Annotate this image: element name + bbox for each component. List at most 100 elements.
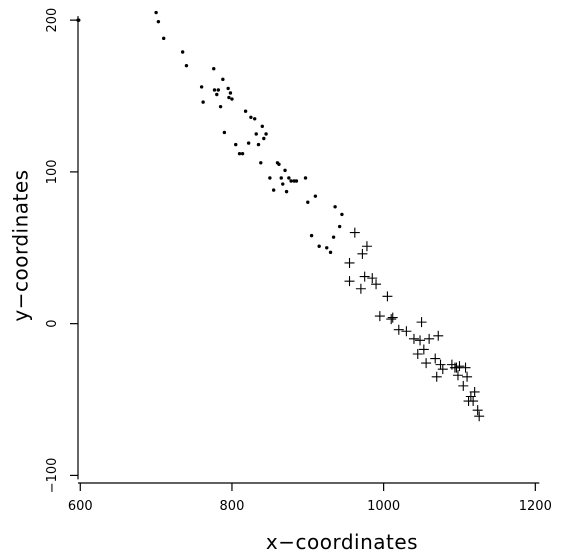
data-point-plus: [458, 380, 469, 391]
data-point-plus: [401, 326, 412, 337]
data-point-dot: [240, 151, 245, 156]
data-point-dot: [154, 10, 158, 15]
data-point-plus: [431, 371, 442, 382]
data-point-dot: [268, 176, 272, 180]
data-point-dot: [277, 162, 281, 167]
axes: [77, 16, 540, 484]
data-point-dot: [331, 235, 336, 239]
data-point-dot: [222, 130, 227, 135]
data-point-plus: [359, 271, 370, 282]
data-point-plus: [435, 359, 446, 370]
data-point-plus: [374, 311, 385, 322]
x-axis-title: x−coordinates: [266, 530, 418, 554]
y-tick-label: 200: [45, 8, 60, 33]
data-point-plus: [344, 257, 355, 268]
data-point-dot: [313, 194, 318, 198]
data-point-dot: [262, 136, 266, 141]
data-point-dot: [212, 67, 216, 71]
data-point-dot: [226, 86, 230, 91]
data-point-dot: [212, 88, 217, 92]
data-point-dot: [256, 142, 261, 147]
data-point-dot: [271, 188, 276, 192]
data-point-dot: [218, 104, 223, 109]
x-tick-label: 1000: [367, 499, 400, 514]
data-point-plus: [468, 396, 479, 407]
data-point-plus: [421, 358, 432, 369]
data-point-dot: [228, 91, 233, 95]
data-point-plus: [472, 405, 483, 416]
data-point-dot: [309, 233, 314, 238]
y-tick-label: −100: [45, 458, 60, 494]
data-point-plus: [371, 279, 382, 290]
data-point-dot: [184, 63, 189, 68]
data-point-plus: [355, 283, 366, 294]
data-point-dot: [249, 115, 253, 119]
data-point-dot: [287, 176, 291, 180]
data-point-dot: [284, 189, 289, 194]
data-point-plus: [412, 349, 423, 360]
data-point-dot: [340, 212, 344, 217]
data-point-plus: [386, 314, 397, 325]
data-point-dot: [337, 224, 342, 229]
data-point-dot: [253, 117, 257, 121]
data-point-dot: [156, 19, 161, 24]
data-point-plus: [393, 324, 404, 335]
data-point-dot: [281, 182, 285, 186]
data-point-plus: [469, 386, 480, 397]
data-point-dot: [306, 200, 310, 204]
data-point-plus: [418, 344, 429, 355]
data-point-plus: [424, 333, 435, 344]
data-point-plus: [344, 276, 355, 287]
x-tick-label: 800: [220, 499, 245, 514]
data-point-dot: [328, 250, 333, 255]
data-point-dot: [259, 161, 263, 165]
data-point-plus: [349, 227, 360, 238]
data-point-plus: [437, 364, 448, 375]
data-point-dot: [254, 132, 258, 136]
data-point-plus: [474, 411, 485, 422]
data-point-plus: [361, 241, 372, 252]
data-point-dot: [180, 50, 185, 54]
data-point-dot: [201, 100, 205, 104]
y-tick-label: 0: [45, 320, 60, 328]
data-point-dot: [216, 88, 221, 92]
data-point-plus: [433, 330, 444, 341]
data-point-plus: [452, 370, 463, 381]
data-point-dot: [215, 92, 219, 97]
data-point-dot: [77, 18, 81, 22]
data-point-dot: [227, 95, 231, 100]
data-point-plus: [408, 333, 419, 344]
data-point-plus: [462, 371, 473, 382]
data-point-dot: [317, 244, 321, 248]
data-point-plus: [430, 353, 441, 364]
data-point-plus: [387, 312, 398, 323]
ticks: 600 800 1000 1200 −100 0 100 200: [45, 8, 552, 514]
data-point-dot: [279, 176, 283, 180]
data-point-dot: [294, 179, 299, 183]
data-point-dot: [161, 36, 166, 41]
data-point-dot: [303, 176, 308, 180]
data-point-plus: [415, 335, 426, 346]
data-points: [76, 10, 485, 422]
x-tick-label: 1200: [519, 499, 552, 514]
y-tick-label: 100: [45, 159, 60, 184]
data-point-plus: [357, 248, 368, 259]
data-point-dot: [237, 151, 242, 156]
data-point-dot: [230, 97, 234, 101]
data-point-dot: [234, 142, 238, 147]
data-point-dot: [243, 109, 248, 113]
data-point-plus: [382, 291, 393, 302]
y-axis-title: y−coordinates: [9, 169, 33, 321]
data-point-dot: [260, 124, 264, 129]
data-point-dot: [246, 141, 251, 145]
data-point-dot: [325, 246, 329, 250]
data-point-plus: [416, 317, 427, 328]
data-point-dot: [283, 168, 287, 173]
data-point-plus: [460, 362, 471, 373]
data-point-dot: [199, 85, 204, 89]
data-point-dot: [289, 179, 293, 183]
data-point-dot: [221, 77, 225, 82]
data-point-plus: [367, 273, 378, 284]
data-point-plus: [454, 361, 465, 372]
